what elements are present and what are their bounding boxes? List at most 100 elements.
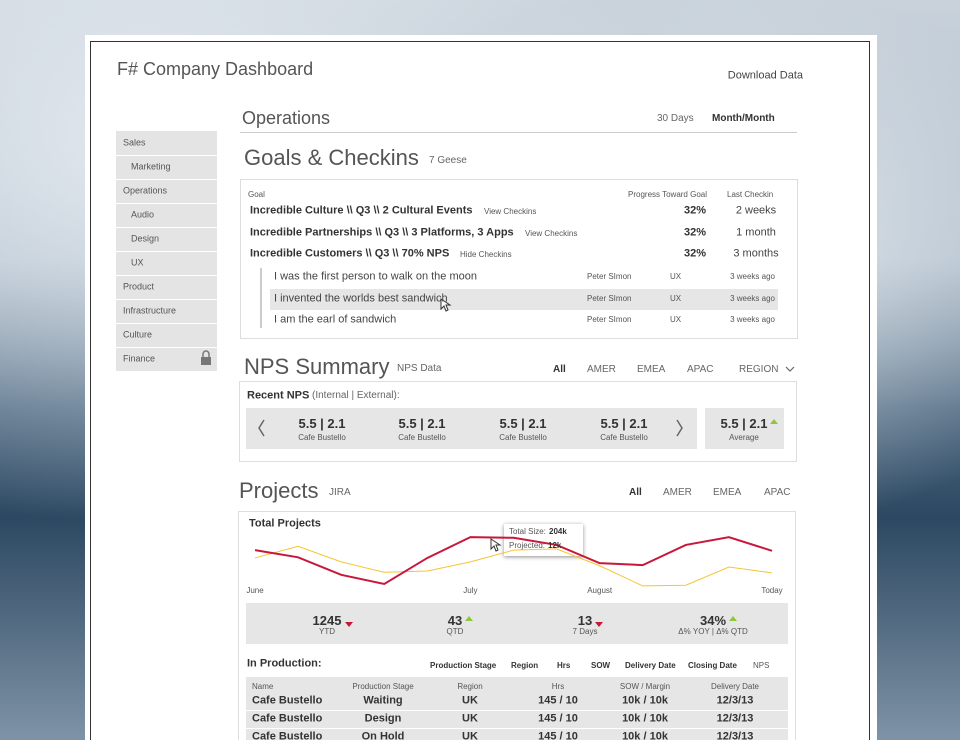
table-cell: 145 / 10 bbox=[538, 730, 578, 740]
region-tab[interactable]: APAC bbox=[764, 487, 791, 498]
region-tab[interactable]: EMEA bbox=[713, 487, 742, 498]
goal-progress: 32% bbox=[683, 247, 706, 260]
trend-arrow bbox=[729, 616, 737, 621]
production-filter[interactable]: NPS bbox=[753, 661, 770, 671]
checkins-link[interactable]: View Checkins bbox=[525, 228, 578, 238]
sidebar-item[interactable]: Infrastructure bbox=[123, 305, 177, 316]
last-checkin: 3 months bbox=[733, 247, 779, 260]
x-tick-label: August bbox=[587, 586, 613, 596]
table-header: Hrs bbox=[551, 682, 565, 692]
nps-value: 5.5 | 2.1 bbox=[298, 416, 346, 432]
table-cell: On Hold bbox=[361, 730, 405, 740]
sidebar-item[interactable]: Product bbox=[123, 281, 155, 292]
goals-box bbox=[240, 179, 798, 339]
checkin-time: 3 weeks ago bbox=[730, 272, 775, 282]
period-tab[interactable]: 30 Days bbox=[657, 113, 694, 124]
stat-label: YTD bbox=[319, 627, 335, 637]
checkin-person: Peter SImon bbox=[587, 293, 632, 303]
column-header: Goal bbox=[248, 190, 265, 200]
trend-arrow bbox=[769, 419, 778, 424]
stat-value: 43 bbox=[447, 613, 463, 629]
table-cell: UK bbox=[462, 730, 478, 740]
nps-average-bg bbox=[705, 408, 784, 449]
production-filter[interactable]: Hrs bbox=[557, 661, 571, 671]
section-subtitle: JIRA bbox=[329, 487, 351, 498]
region-tab[interactable]: AMER bbox=[663, 487, 692, 498]
region-tab[interactable]: REGION bbox=[739, 364, 779, 375]
sidebar-item[interactable]: Culture bbox=[123, 329, 153, 340]
table-header: SOW / Margin bbox=[619, 682, 671, 692]
checkin-team: UX bbox=[670, 293, 682, 303]
sidebar-divider bbox=[116, 323, 217, 324]
nps-name: Cafe Bustello bbox=[499, 433, 547, 443]
checkins-link[interactable]: View Checkins bbox=[484, 207, 537, 217]
tooltip-label: Total Size: bbox=[509, 527, 546, 537]
checkin-text: I invented the worlds best sandwich bbox=[274, 291, 448, 304]
checkin-person: Peter SImon bbox=[587, 315, 632, 325]
x-tick-label: Today bbox=[761, 586, 783, 596]
nps-average-value: 5.5 | 2.1 bbox=[720, 416, 768, 432]
column-header: Progress Toward Goal bbox=[628, 190, 707, 200]
table-header: Production Stage bbox=[352, 682, 414, 692]
nps-value: 5.5 | 2.1 bbox=[398, 416, 446, 432]
nps-name: Cafe Bustello bbox=[600, 433, 648, 443]
section-subtitle: 7 Geese bbox=[429, 155, 467, 166]
nps-label-note: (Internal | External): bbox=[312, 390, 400, 401]
sidebar-item[interactable]: Operations bbox=[123, 185, 168, 196]
region-tab[interactable]: All bbox=[553, 364, 566, 375]
sidebar-item[interactable]: Marketing bbox=[131, 161, 171, 172]
goal-name: Incredible Partnerships \\ Q3 \\ 3 Platf… bbox=[250, 225, 514, 238]
table-cell: 10k / 10k bbox=[622, 694, 668, 707]
sidebar-item[interactable]: Sales bbox=[123, 137, 146, 148]
region-tab[interactable]: EMEA bbox=[637, 364, 666, 375]
sidebar-divider bbox=[116, 203, 217, 204]
sidebar-divider bbox=[116, 155, 217, 156]
dashboard-title: F# Company Dashboard bbox=[117, 59, 314, 80]
last-checkin: 2 weeks bbox=[735, 204, 777, 217]
region-tab[interactable]: APAC bbox=[687, 364, 714, 375]
table-cell: 12/3/13 bbox=[716, 712, 754, 725]
stat-value: 1245 bbox=[312, 613, 342, 629]
table-cell: 145 / 10 bbox=[538, 712, 578, 725]
chart-title: Total Projects bbox=[249, 517, 321, 530]
sidebar-divider bbox=[116, 227, 217, 228]
region-tab[interactable]: All bbox=[629, 487, 642, 498]
sidebar-item[interactable]: Design bbox=[131, 233, 160, 244]
goal-name: Incredible Culture \\ Q3 \\ 2 Cultural E… bbox=[250, 204, 473, 217]
nps-label: Recent NPS bbox=[247, 389, 310, 402]
table-header: Delivery Date bbox=[710, 682, 760, 692]
production-filter[interactable]: Closing Date bbox=[688, 661, 737, 671]
stat-label: 7 Days bbox=[572, 627, 598, 637]
checkin-highlight bbox=[270, 288, 778, 310]
production-filter[interactable]: SOW bbox=[591, 661, 611, 671]
region-tab[interactable]: AMER bbox=[587, 364, 616, 375]
production-filter[interactable]: Region bbox=[511, 661, 539, 671]
checkin-time: 3 weeks ago bbox=[730, 315, 775, 325]
column-header: Last Checkin bbox=[727, 190, 774, 200]
sidebar-divider bbox=[116, 251, 217, 252]
download-link[interactable]: Download Data bbox=[727, 69, 803, 82]
sidebar-divider bbox=[116, 275, 217, 276]
checkin-team: UX bbox=[670, 315, 682, 325]
checkins-link[interactable]: Hide Checkins bbox=[460, 250, 512, 260]
nps-value: 5.5 | 2.1 bbox=[600, 416, 648, 432]
sidebar-item[interactable]: Finance bbox=[123, 353, 156, 364]
nps-name: Cafe Bustello bbox=[298, 433, 346, 443]
production-filter[interactable]: Production Stage bbox=[430, 661, 497, 671]
production-filter[interactable]: Delivery Date bbox=[625, 661, 676, 671]
stat-value: 34% bbox=[699, 613, 727, 629]
checkin-text: I was the first person to walk on the mo… bbox=[274, 270, 477, 283]
tooltip-label: Projected: bbox=[509, 541, 546, 551]
table-cell: 145 / 10 bbox=[538, 694, 578, 707]
sidebar-item[interactable]: Audio bbox=[131, 209, 155, 220]
table-cell: Cafe Bustello bbox=[252, 730, 323, 740]
period-tab[interactable]: Month/Month bbox=[712, 113, 775, 124]
nps-cards-bg bbox=[246, 408, 697, 449]
checkin-person: Peter SImon bbox=[587, 272, 632, 282]
sidebar-divider bbox=[116, 299, 217, 300]
sidebar-item[interactable]: UX bbox=[131, 257, 144, 268]
operations-rule bbox=[240, 132, 797, 133]
section-title: Projects bbox=[239, 477, 319, 503]
table-cell: 12/3/13 bbox=[716, 694, 754, 707]
table-cell: Design bbox=[364, 712, 402, 725]
